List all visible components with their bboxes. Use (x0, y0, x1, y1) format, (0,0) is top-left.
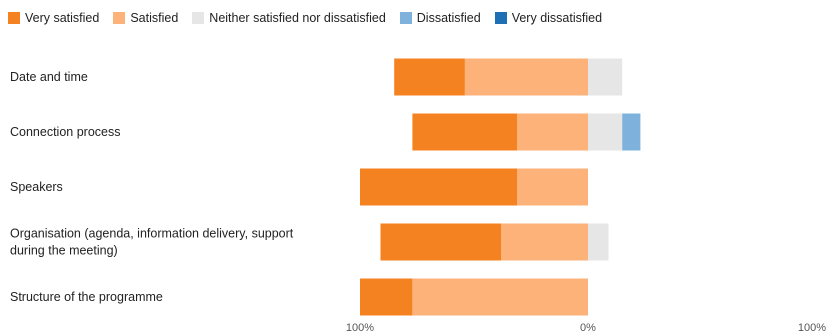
legend-label: Very dissatisfied (511, 11, 603, 25)
bar-date-and-time-neither-satisfied-nor-dissatisfied (588, 58, 623, 96)
bar-speakers-satisfied (517, 168, 588, 206)
bar-connection-process-neither-satisfied-nor-dissatisfied (588, 113, 623, 151)
category-label-line: Connection process (10, 125, 120, 139)
legend-label: Neither satisfied nor dissatisfied (209, 11, 386, 25)
category-label: Structure of the programme (10, 290, 163, 304)
category-label-line: during the meeting) (10, 244, 118, 258)
category-label-line: Date and time (10, 70, 88, 84)
legend-label: Very satisfied (25, 11, 100, 25)
x-tick-label: 100% (346, 322, 374, 334)
bar-organisation-agenda-informatio-very-satisfied (380, 223, 502, 261)
x-tick-label: 100% (798, 322, 826, 334)
legend-label: Satisfied (130, 11, 179, 25)
category-label: Date and time (10, 70, 88, 84)
legend-swatch (192, 12, 205, 24)
category-label: Speakers (10, 180, 63, 194)
legend-swatch (494, 12, 507, 24)
bar-connection-process-satisfied (517, 113, 588, 151)
legend-item-neither-satisfied-nor-dissatisfied: Neither satisfied nor dissatisfied (192, 11, 386, 25)
legend-item-very-satisfied: Very satisfied (8, 11, 99, 25)
legend-swatch (113, 12, 126, 24)
legend-swatch (399, 12, 412, 24)
legend-item-satisfied: Satisfied (113, 11, 178, 25)
category-label-line: Speakers (10, 180, 63, 194)
category-label-line: Organisation (agenda, information delive… (10, 227, 294, 241)
x-tick-label: 0% (580, 322, 596, 334)
bar-date-and-time-very-satisfied (394, 58, 465, 96)
bar-organisation-agenda-informatio-neither-satisfied-nor-dissatisfied (588, 223, 609, 261)
category-label: Organisation (agenda, information delive… (10, 227, 294, 258)
bar-structure-of-the-programme-very-satisfied (360, 278, 413, 316)
legend-item-dissatisfied: Dissatisfied (399, 11, 481, 25)
bar-date-and-time-satisfied (464, 58, 588, 96)
bar-structure-of-the-programme-satisfied (412, 278, 588, 316)
legend-item-very-dissatisfied: Very dissatisfied (494, 11, 603, 25)
category-label: Connection process (10, 125, 120, 139)
bar-organisation-agenda-informatio-satisfied (501, 223, 588, 261)
bar-connection-process-dissatisfied (622, 113, 641, 151)
chart-legend: Very satisfied Satisfied Neither satisfied… (8, 9, 616, 27)
category-label-line: Structure of the programme (10, 290, 163, 304)
bar-connection-process-very-satisfied (412, 113, 518, 151)
legend-label: Dissatisfied (416, 11, 481, 25)
legend-swatch (8, 12, 20, 24)
bar-speakers-very-satisfied (360, 168, 518, 206)
